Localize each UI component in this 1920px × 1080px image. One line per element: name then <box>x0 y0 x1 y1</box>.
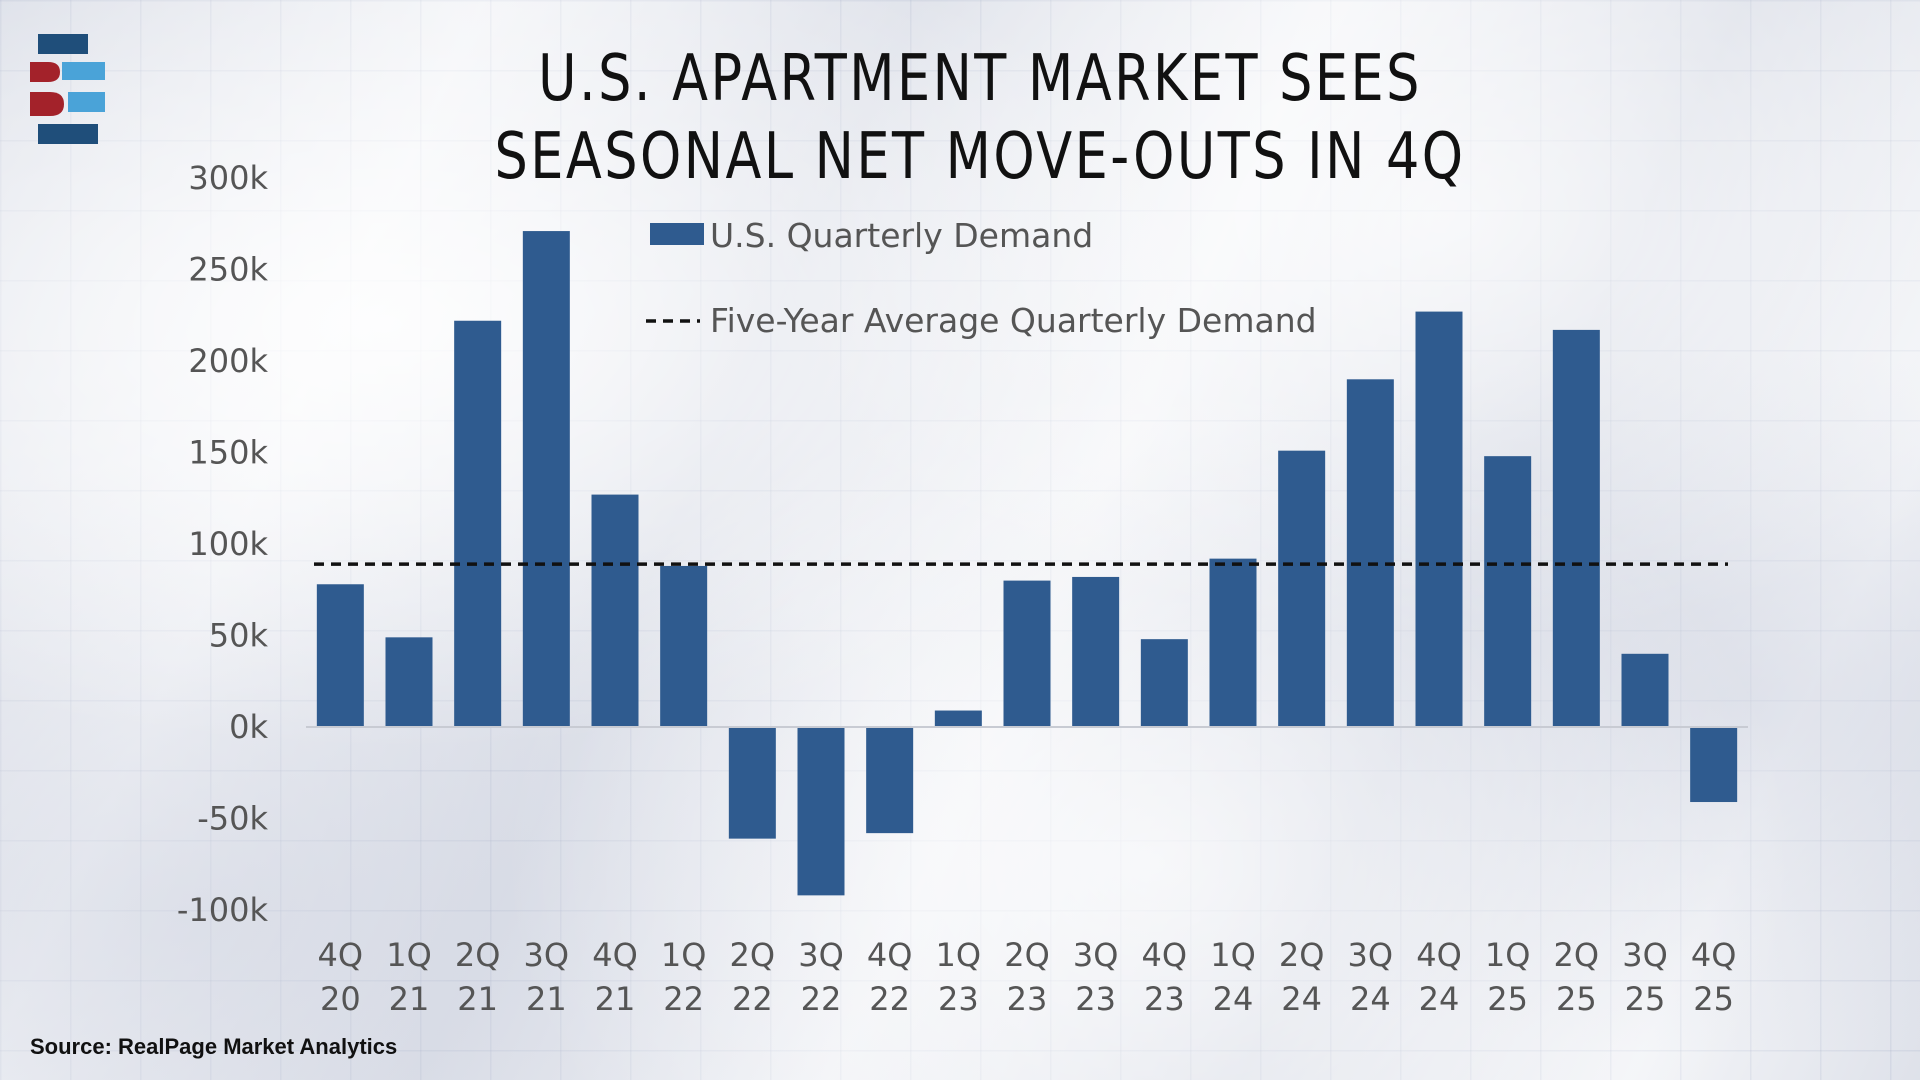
x-tick-label-year: 24 <box>1213 980 1254 1018</box>
x-tick-label-year: 25 <box>1693 980 1734 1018</box>
logo-red-upper <box>30 62 60 82</box>
x-tick-label-quarter: 3Q <box>1348 936 1394 974</box>
x-tick-label-year: 25 <box>1487 980 1528 1018</box>
y-tick-label: 300k <box>188 159 268 197</box>
x-tick-label-quarter: 3Q <box>798 936 844 974</box>
bar-1q-22 <box>660 565 708 727</box>
x-tick-label-quarter: 1Q <box>386 936 432 974</box>
x-tick-label-year: 22 <box>801 980 842 1018</box>
x-tick-label-year: 24 <box>1419 980 1460 1018</box>
bar-4q-22 <box>866 727 914 834</box>
x-tick-label-quarter: 2Q <box>1004 936 1050 974</box>
bar-2q-21 <box>454 320 502 727</box>
y-tick-label: 100k <box>188 525 268 563</box>
chart-legend: U.S. Quarterly Demand Five-Year Average … <box>646 216 1317 340</box>
x-tick-label-year: 22 <box>732 980 773 1018</box>
bar-3q-25 <box>1621 653 1669 727</box>
x-axis: 4Q 20 1Q 21 2Q 21 3Q 21 4Q 21 1Q 22 2Q 22 3Q 22 4Q 22 1Q 23… <box>318 936 1737 1018</box>
brand-logo-icon <box>30 34 105 144</box>
x-tick-label-quarter: 1Q <box>1485 936 1531 974</box>
y-tick-label: 150k <box>188 434 268 472</box>
bar-1q-25 <box>1484 456 1532 727</box>
bar-3q-22 <box>797 727 845 896</box>
logo-light-bar-upper <box>62 62 105 80</box>
legend-label-quarterly-demand: U.S. Quarterly Demand <box>710 216 1093 255</box>
y-axis: 300k 250k 200k 150k 100k 50k 0k -50k -100k <box>177 159 269 929</box>
x-tick-label-year: 25 <box>1625 980 1666 1018</box>
x-tick-label-quarter: 2Q <box>1279 936 1325 974</box>
y-tick-label: -50k <box>197 800 268 838</box>
bar-4q-24 <box>1415 311 1463 727</box>
bar-2q-24 <box>1278 450 1326 727</box>
bar-4q-21 <box>591 494 639 727</box>
x-tick-label-year: 23 <box>1075 980 1116 1018</box>
y-tick-label: 250k <box>188 251 268 289</box>
x-tick-label-year: 22 <box>663 980 704 1018</box>
y-tick-label: 0k <box>229 708 268 746</box>
bar-1q-24 <box>1209 558 1257 727</box>
chart-title: U.S. APARTMENT MARKET SEES SEASONAL NET … <box>447 40 1513 196</box>
x-tick-label-year: 23 <box>1144 980 1185 1018</box>
y-tick-label: 50k <box>209 617 269 655</box>
y-tick-label: -100k <box>177 891 269 929</box>
legend-bar-swatch <box>650 223 704 245</box>
x-tick-label-quarter: 3Q <box>524 936 570 974</box>
bar-4q-20 <box>316 584 364 727</box>
x-tick-label-year: 25 <box>1556 980 1597 1018</box>
bar-2q-22 <box>728 727 776 839</box>
x-tick-label-quarter: 1Q <box>936 936 982 974</box>
x-tick-label-year: 21 <box>595 980 636 1018</box>
bar-4q-25 <box>1690 727 1738 803</box>
legend-label-five-year-average: Five-Year Average Quarterly Demand <box>710 301 1317 340</box>
x-tick-label-year: 23 <box>1007 980 1048 1018</box>
bar-4q-23 <box>1140 639 1188 727</box>
x-tick-label-quarter: 1Q <box>661 936 707 974</box>
x-tick-label-quarter: 1Q <box>1210 936 1256 974</box>
x-tick-label-year: 21 <box>526 980 567 1018</box>
x-tick-label-quarter: 3Q <box>1622 936 1668 974</box>
logo-red-lower <box>30 92 64 116</box>
chart-title-line-1: U.S. APARTMENT MARKET SEES <box>538 42 1422 116</box>
x-tick-label-year: 21 <box>389 980 430 1018</box>
bar-series <box>316 231 1738 896</box>
logo-bar-bottom <box>38 124 98 144</box>
bar-3q-24 <box>1346 379 1394 727</box>
bar-2q-25 <box>1552 329 1600 727</box>
x-tick-label-year: 24 <box>1281 980 1322 1018</box>
x-tick-label-quarter: 2Q <box>730 936 776 974</box>
x-tick-label-quarter: 4Q <box>592 936 638 974</box>
logo-bar-top <box>38 34 88 54</box>
bar-3q-21 <box>522 231 570 727</box>
y-tick-label: 200k <box>188 342 268 380</box>
x-tick-label-quarter: 2Q <box>1554 936 1600 974</box>
bar-3q-23 <box>1072 576 1120 727</box>
x-tick-label-year: 23 <box>938 980 979 1018</box>
x-tick-label-quarter: 4Q <box>1691 936 1737 974</box>
x-tick-label-quarter: 4Q <box>1416 936 1462 974</box>
x-tick-label-quarter: 3Q <box>1073 936 1119 974</box>
x-tick-label-quarter: 2Q <box>455 936 501 974</box>
x-tick-label-year: 20 <box>320 980 361 1018</box>
bar-2q-23 <box>1003 580 1051 727</box>
x-tick-label-quarter: 4Q <box>1142 936 1188 974</box>
x-tick-label-year: 21 <box>457 980 498 1018</box>
bar-1q-23 <box>934 710 982 727</box>
x-tick-label-year: 24 <box>1350 980 1391 1018</box>
x-tick-label-year: 22 <box>869 980 910 1018</box>
x-tick-label-quarter: 4Q <box>867 936 913 974</box>
x-tick-label-quarter: 4Q <box>318 936 364 974</box>
logo-light-bar-lower <box>68 92 105 112</box>
chart-title-line-2: SEASONAL NET MOVE-OUTS IN 4Q <box>494 120 1466 194</box>
source-note: Source: RealPage Market Analytics <box>30 1034 398 1059</box>
bar-1q-21 <box>385 637 433 727</box>
